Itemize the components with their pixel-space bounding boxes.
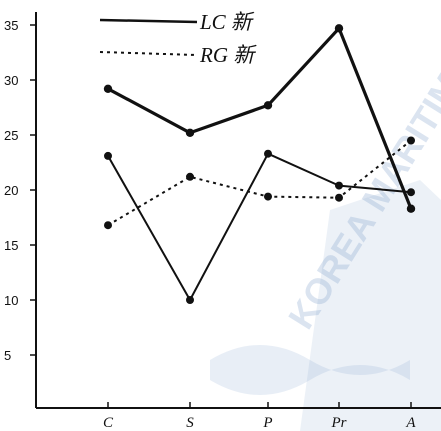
series-0-point [185,128,195,137]
series-0-point [334,24,344,33]
series-1-point [264,149,272,158]
y-tick-label: 20 [4,183,18,198]
series-2-point [407,136,415,145]
x-tick-label: P [262,415,272,431]
x-tick-label: Pr [331,415,347,431]
x-tick-label: A [405,415,416,431]
series-1-point [186,296,194,304]
y-axis-ticks: 5 10 15 20 25 30 35 [4,18,36,363]
series-0-point [406,204,416,213]
y-tick-label: 30 [4,73,18,88]
legend-label-rg: RG 新 [199,43,257,67]
y-tick-label: 15 [4,238,18,253]
legend-dotted-line-sample [99,51,198,56]
x-tick-label: S [186,415,194,431]
axes [35,12,441,409]
y-tick-label: 35 [4,18,18,33]
x-tick-label: C [103,415,114,431]
legend: LC 新 RG 新 [99,10,257,67]
series-1-point [335,181,343,190]
legend-solid-line-sample [99,18,198,24]
series-1-point [104,151,112,160]
series-layer [103,24,416,304]
series-0-point [263,101,273,110]
series-2-point [104,221,112,230]
series-0-point [103,84,113,94]
x-axis-ticks: C S P Pr A [103,402,416,431]
series-2-point [264,192,272,201]
watermark-wave-shape [210,345,410,395]
y-tick-label: 25 [4,128,18,143]
y-tick-label: 5 [4,348,11,363]
y-tick-label: 10 [4,293,18,308]
series-1-point [407,188,415,197]
watermark: KOREA MARITIME [210,46,441,431]
legend-label-lc: LC 新 [199,10,255,34]
series-2-point [335,193,343,202]
watermark-emblem-shape [300,180,441,431]
series-2-point [186,172,194,181]
